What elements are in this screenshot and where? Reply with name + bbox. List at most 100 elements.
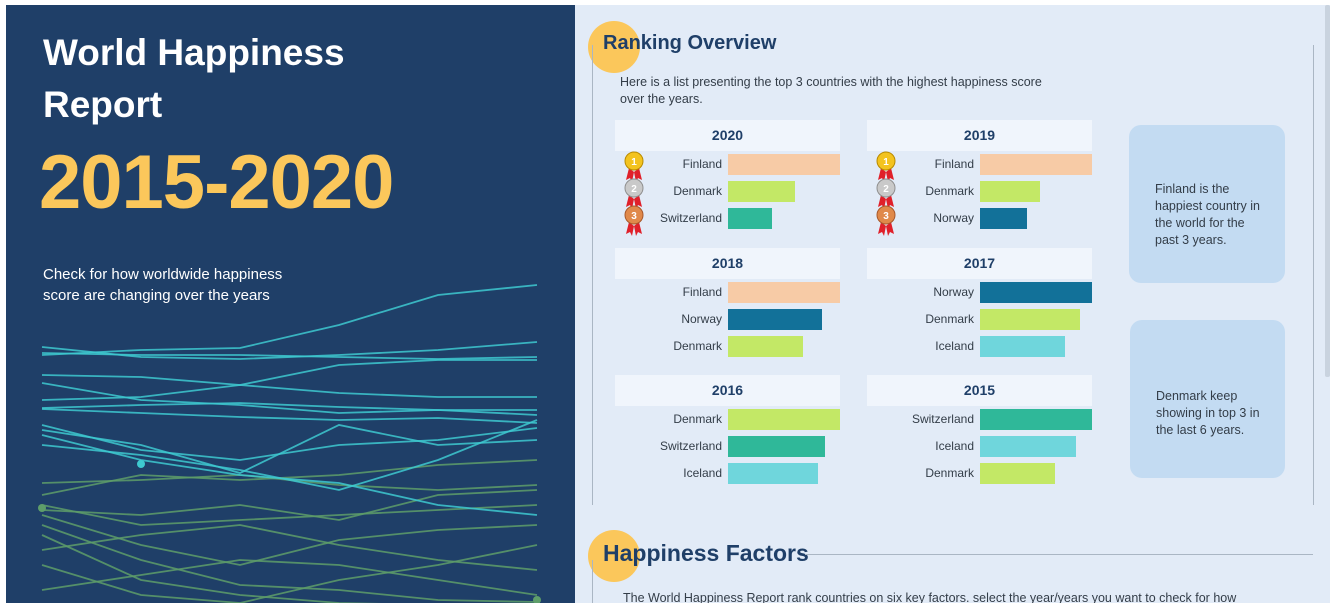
factors-title: Happiness Factors: [603, 540, 809, 566]
country-label: Denmark: [925, 312, 974, 326]
trend-line-cyan: [41, 434, 538, 516]
callout-denmark: Denmark keep showing in top 3 in the las…: [1130, 320, 1285, 478]
score-bar: [980, 436, 1076, 457]
year-heading: 2020: [615, 120, 840, 151]
score-bar: [980, 282, 1092, 303]
score-bar: [728, 336, 803, 357]
trend-line-cyan: [41, 424, 538, 461]
trend-line-green: [41, 504, 538, 526]
country-label: Norway: [933, 285, 974, 299]
country-label: Denmark: [673, 339, 722, 353]
rank-row: Norway: [867, 279, 1092, 306]
svg-text:1: 1: [631, 157, 637, 168]
silver-medal-icon: 2: [624, 178, 644, 209]
rank-row: 3 Norway: [867, 205, 1092, 236]
country-label: Switzerland: [659, 211, 722, 225]
trend-point: [533, 596, 541, 603]
rank-row: Denmark: [867, 306, 1092, 333]
score-bar: [728, 282, 840, 303]
trend-line-cyan: [41, 408, 538, 424]
score-bar: [728, 309, 822, 330]
trend-line-green: [41, 544, 538, 603]
trend-point: [137, 460, 145, 468]
hero-title: World Happiness Report: [43, 32, 345, 125]
year-block-2020: 2020 1 Finland 2 Denmark 3 Switzerland: [615, 120, 840, 236]
trend-line-green: [41, 534, 384, 603]
year-block-2016: 2016 Denmark Switzerland Iceland: [615, 375, 840, 487]
country-label: Denmark: [673, 412, 722, 426]
section-divider: [592, 45, 593, 505]
score-bar: [980, 154, 1092, 175]
svg-text:1: 1: [883, 157, 889, 168]
rank-row: 3 Switzerland: [615, 205, 840, 236]
year-heading: 2015: [867, 375, 1092, 406]
year-heading: 2019: [867, 120, 1092, 151]
rank-row: Iceland: [867, 333, 1092, 360]
bronze-medal-icon: 3: [624, 205, 644, 236]
rank-row: Norway: [615, 306, 840, 333]
year-heading: 2016: [615, 375, 840, 406]
trend-line-cyan: [41, 384, 537, 401]
year-block-2015: 2015 Switzerland Iceland Denmark: [867, 375, 1092, 487]
ranking-intro: Here is a list presenting the top 3 coun…: [620, 75, 1042, 106]
section-divider: [592, 560, 593, 603]
country-label: Switzerland: [659, 439, 722, 453]
svg-text:2: 2: [631, 184, 637, 195]
rank-row: 2 Denmark: [867, 178, 1092, 209]
trend-line-green: [41, 514, 538, 566]
rank-row: Denmark: [615, 333, 840, 360]
score-bar: [728, 208, 772, 229]
year-heading: 2018: [615, 248, 840, 279]
year-heading: 2017: [867, 248, 1092, 279]
trend-line-cyan: [41, 359, 537, 386]
svg-text:3: 3: [631, 211, 637, 222]
rank-row: Denmark: [867, 460, 1092, 487]
rank-row: Switzerland: [615, 433, 840, 460]
section-dot-ranking: [588, 21, 640, 73]
factors-intro: The World Happiness Report rank countrie…: [623, 591, 1237, 603]
score-bar: [980, 181, 1040, 202]
trend-point: [38, 504, 46, 512]
svg-text:3: 3: [883, 211, 889, 222]
trend-line-cyan: [41, 419, 538, 491]
rank-row: Finland: [615, 279, 840, 306]
rank-row: 2 Denmark: [615, 178, 840, 209]
gold-medal-icon: 1: [624, 151, 644, 182]
bronze-medal-icon: 3: [876, 205, 896, 236]
score-bar: [980, 309, 1080, 330]
hero-description: Check for how worldwide happiness score …: [43, 266, 283, 304]
section-dot-factors: [588, 530, 640, 582]
score-bar: [980, 208, 1027, 229]
rank-row: Switzerland: [867, 406, 1092, 433]
section-divider: [1313, 45, 1314, 505]
score-bar: [728, 154, 840, 175]
hero-years: 2015-2020: [39, 140, 394, 225]
year-block-2018: 2018 Finland Norway Denmark: [615, 248, 840, 360]
score-bar: [728, 463, 818, 484]
section-divider: [805, 554, 1313, 555]
score-bar: [728, 181, 795, 202]
scrollbar[interactable]: [1325, 5, 1330, 377]
silver-medal-icon: 2: [876, 178, 896, 209]
callout-finland: Finland is the happiest country in the w…: [1129, 125, 1285, 283]
trend-line-green: [41, 524, 538, 603]
svg-text:2: 2: [883, 184, 889, 195]
rank-row: 1 Finland: [867, 151, 1092, 182]
country-label: Finland: [682, 157, 722, 171]
hero-panel: World Happiness Report 2015-2020 Check f…: [6, 5, 575, 603]
rank-row: Denmark: [615, 406, 840, 433]
country-label: Finland: [934, 157, 974, 171]
score-bar: [980, 409, 1092, 430]
content-panel: Ranking Overview Here is a list presenti…: [575, 5, 1330, 603]
trend-line-cyan: [41, 352, 538, 360]
trend-lines-decoration: [38, 284, 541, 603]
year-block-2017: 2017 Norway Denmark Iceland: [867, 248, 1092, 360]
trend-line-cyan: [41, 284, 538, 356]
trend-line-green: [41, 489, 538, 521]
country-label: Iceland: [935, 339, 974, 353]
score-bar: [728, 436, 825, 457]
trend-line-cyan: [41, 424, 538, 474]
country-label: Norway: [933, 211, 974, 225]
country-label: Switzerland: [911, 412, 974, 426]
score-bar: [980, 336, 1065, 357]
